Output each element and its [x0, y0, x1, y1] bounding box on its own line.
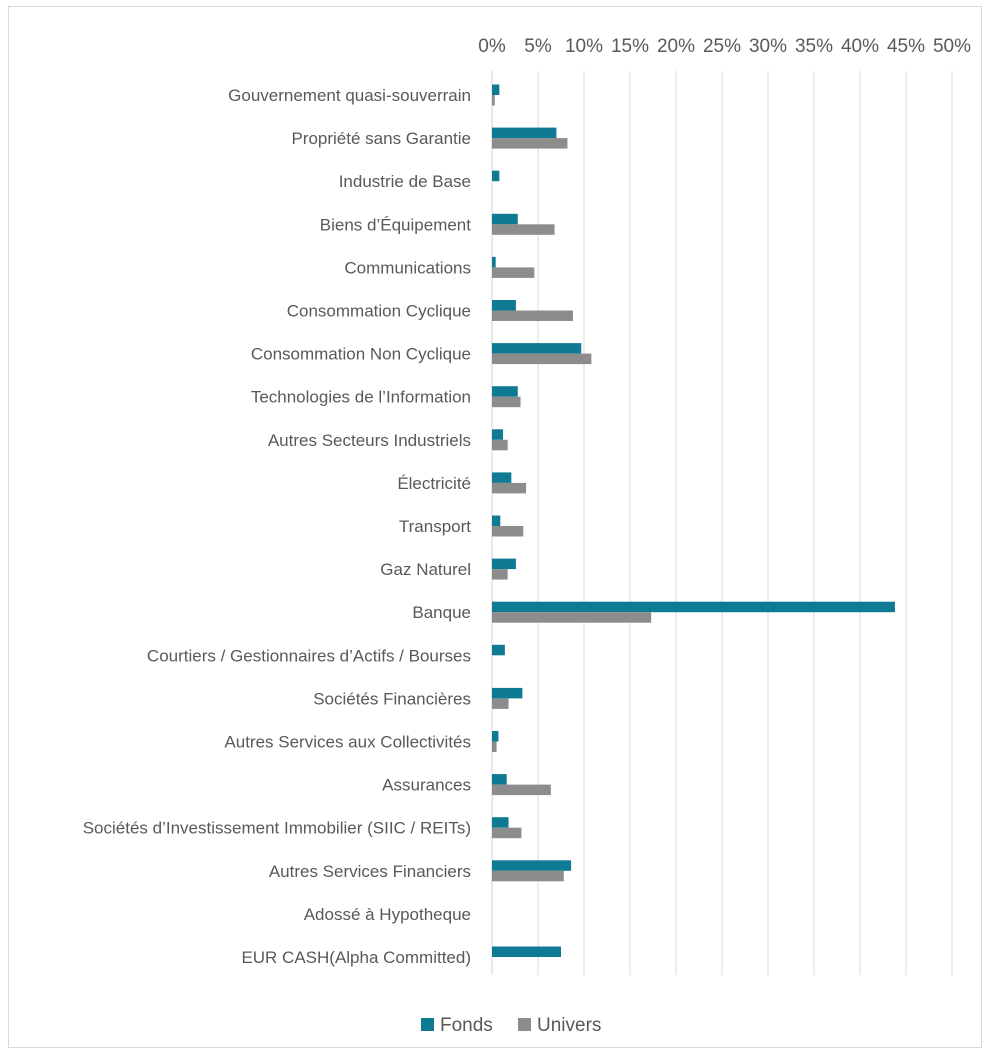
bar-univers [492, 138, 568, 149]
bar-univers [492, 827, 522, 839]
x-tick-label: 40% [841, 36, 879, 57]
category-label: Gouvernement quasi-souverrain [228, 86, 471, 105]
legend-label-univers: Univers [537, 1015, 601, 1036]
bar-fonds [492, 558, 516, 570]
bar-univers [492, 224, 555, 235]
bar-univers [492, 310, 573, 321]
x-tick-label: 5% [524, 36, 552, 57]
x-tick-label: 30% [749, 36, 787, 57]
category-label: Électricité [397, 474, 471, 493]
x-tick-label: 50% [933, 36, 971, 57]
bar-fonds [492, 774, 507, 785]
category-label: Sociétés d’Investissement Immobilier (SI… [83, 819, 471, 838]
category-label: Communications [344, 258, 471, 277]
category-label: Autres Services Financiers [269, 862, 471, 881]
bar-univers [492, 698, 509, 709]
bar-univers [492, 612, 652, 623]
bar-univers [492, 784, 551, 796]
category-label: Consommation Cyclique [287, 302, 471, 321]
bar-fonds [492, 343, 582, 354]
bars [492, 84, 895, 957]
bar-fonds [492, 731, 499, 742]
legend: Fonds Univers [421, 1015, 601, 1036]
bar-univers [492, 95, 495, 106]
category-label: Biens d’Équipement [320, 215, 471, 234]
bar-univers [492, 569, 508, 580]
bar-fonds [492, 601, 895, 613]
legend-label-fonds: Fonds [440, 1015, 493, 1036]
category-label: Sociétés Financières [313, 689, 471, 708]
category-label: Courtiers / Gestionnaires d’Actifs / Bou… [147, 646, 471, 665]
x-axis-ticks: 0% 5% 10% 15% 20% 25% 30% 35% 40% 45% 50% [478, 36, 971, 57]
category-label: Transport [399, 517, 471, 536]
bar-univers [492, 353, 592, 365]
bar-chart: 0% 5% 10% 15% 20% 25% 30% 35% 40% 45% 50% Gouverne… [83, 36, 971, 1036]
category-label: Propriété sans Garantie [291, 129, 471, 148]
category-label: Gaz Naturel [380, 560, 471, 579]
bar-univers [492, 482, 527, 494]
bar-fonds [492, 472, 512, 483]
category-label: EUR CASH(Alpha Committed) [241, 948, 471, 967]
bar-fonds [492, 127, 557, 139]
x-tick-label: 10% [565, 36, 603, 57]
bar-fonds [492, 817, 509, 828]
bar-fonds [492, 946, 561, 957]
bar-fonds [492, 515, 501, 526]
category-label: Autres Secteurs Industriels [268, 431, 471, 450]
bar-fonds [492, 644, 505, 656]
category-label: Adossé à Hypotheque [304, 905, 471, 924]
category-label: Autres Services aux Collectivités [224, 733, 471, 752]
category-label: Consommation Non Cyclique [251, 345, 471, 364]
bar-fonds [492, 213, 518, 225]
bar-fonds [492, 860, 572, 871]
x-tick-label: 25% [703, 36, 741, 57]
bar-fonds [492, 687, 523, 699]
x-tick-label: 35% [795, 36, 833, 57]
bar-univers [492, 870, 564, 882]
x-tick-label: 0% [478, 36, 506, 57]
bar-fonds [492, 256, 496, 268]
category-label: Banque [412, 603, 471, 622]
category-label: Technologies de l’Information [251, 388, 471, 407]
bar-univers [492, 526, 524, 537]
bar-fonds [492, 84, 500, 95]
gridlines [491, 71, 953, 975]
bar-univers [492, 267, 535, 278]
bar-univers [492, 741, 497, 752]
chart-frame: 0% 5% 10% 15% 20% 25% 30% 35% 40% 45% 50% Gouverne… [8, 6, 982, 1048]
bar-fonds [492, 170, 500, 182]
category-label: Assurances [382, 776, 471, 795]
category-label: Industrie de Base [339, 172, 471, 191]
legend-swatch-univers [518, 1018, 531, 1031]
bar-fonds [492, 386, 518, 397]
x-tick-label: 15% [611, 36, 649, 57]
category-labels: Gouvernement quasi-souverrain Propriété s… [83, 86, 472, 967]
x-tick-label: 45% [887, 36, 925, 57]
bar-fonds [492, 429, 504, 440]
x-tick-label: 20% [657, 36, 695, 57]
bar-univers [492, 396, 521, 408]
bar-univers [492, 439, 508, 451]
legend-swatch-fonds [421, 1018, 434, 1031]
bar-fonds [492, 300, 516, 311]
